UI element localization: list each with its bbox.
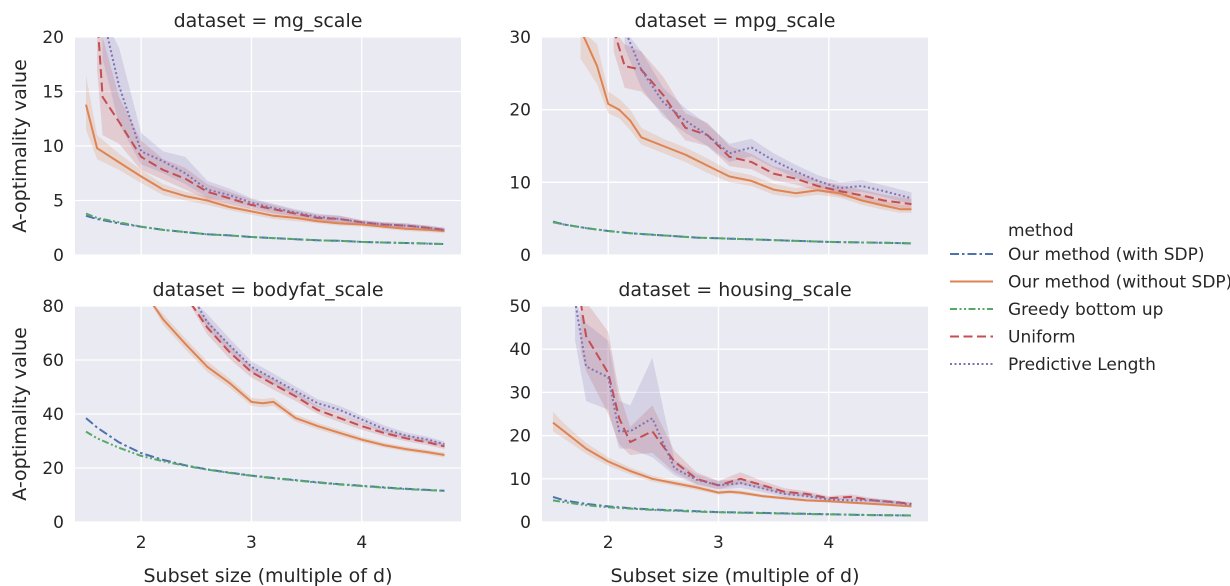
y-tick-label: 0 <box>520 246 531 266</box>
legend-label: Our method (with SDP) <box>1008 245 1204 265</box>
x-tick-label: 2 <box>136 533 147 553</box>
y-tick-label: 15 <box>42 83 64 103</box>
confidence-band-predictive-length <box>102 37 445 233</box>
y-tick-label: 10 <box>509 470 531 490</box>
x-tick-label: 4 <box>823 533 834 553</box>
legend-item-our-method-with-sdp: Our method (with SDP) <box>950 245 1204 265</box>
confidence-band-our-method-without-sdp <box>580 37 912 213</box>
confidence-band-predictive-length <box>575 306 912 507</box>
x-tick-label: 2 <box>603 533 614 553</box>
y-tick-label: 20 <box>509 427 531 447</box>
series-line-greedy-bottom-up <box>552 499 912 517</box>
panel-title: dataset = housing_scale <box>618 279 851 301</box>
series-line-our-method-without-sdp <box>552 421 912 508</box>
series-line-greedy-bottom-up <box>552 221 912 245</box>
panel-title: dataset = mpg_scale <box>635 10 836 32</box>
series-line-our-method-without-sdp <box>152 306 445 456</box>
panel-title: dataset = bodyfat_scale <box>152 279 383 301</box>
series-line-predictive-length <box>626 37 912 200</box>
y-tick-label: 30 <box>509 383 531 403</box>
legend-item-greedy-bottom-up: Greedy bottom up <box>950 300 1163 320</box>
y-tick-label: 10 <box>42 137 64 157</box>
y-axis-label: A-optimality value <box>9 327 31 501</box>
y-tick-label: 40 <box>42 405 64 425</box>
legend-label: Greedy bottom up <box>1008 300 1163 320</box>
confidence-band-uniform <box>580 306 912 506</box>
series-line-our-method-with-sdp <box>85 214 445 246</box>
y-tick-label: 20 <box>42 459 64 479</box>
y-tick-label: 80 <box>42 297 64 317</box>
y-tick-label: 5 <box>53 192 64 212</box>
series-line-greedy-bottom-up <box>85 430 445 492</box>
x-axis-label: Subset size (multiple of d) <box>611 565 860 586</box>
y-tick-label: 30 <box>509 28 531 48</box>
confidence-band-predictive-length <box>624 37 912 205</box>
series-line-predictive-length <box>574 306 912 506</box>
legend-item-our-method-without-sdp: Our method (without SDP) <box>950 273 1230 293</box>
y-tick-label: 50 <box>509 297 531 317</box>
confidence-band-uniform <box>97 37 445 233</box>
plot-area <box>542 306 928 522</box>
panel-housing-scale: dataset = housing_scale 0 10 20 30 40 50 2 3 4 Sub… <box>509 279 928 586</box>
y-tick-label: 0 <box>53 513 64 533</box>
series-group <box>552 37 912 245</box>
y-tick-label: 20 <box>42 28 64 48</box>
legend-label: Uniform <box>1008 328 1076 348</box>
y-tick-label: 20 <box>509 101 531 121</box>
series-group <box>85 306 445 492</box>
confidence-band-uniform <box>613 37 912 210</box>
y-axis-label: A-optimality value <box>9 59 31 233</box>
y-tick-label: 0 <box>53 246 64 266</box>
panel-mpg-scale: dataset = mpg_scale 0 10 20 30 <box>509 10 928 266</box>
series-line-uniform <box>191 306 445 448</box>
series-line-our-method-without-sdp <box>582 37 912 211</box>
x-tick-label: 3 <box>713 533 724 553</box>
y-tick-label: 10 <box>509 173 531 193</box>
y-tick-label: 60 <box>42 351 64 371</box>
panel-title: dataset = mg_scale <box>174 10 363 32</box>
series-group <box>552 306 912 517</box>
legend-title: method <box>1008 221 1074 241</box>
panel-mg-scale: dataset = mg_scale 0 5 10 15 20 A-optimality v… <box>9 10 461 266</box>
legend-label: Our method (without SDP) <box>1008 273 1230 293</box>
series-line-uniform <box>614 37 912 206</box>
series-line-our-method-without-sdp <box>85 104 445 232</box>
plot-area <box>542 37 928 255</box>
series-line-predictive-length <box>106 37 445 231</box>
legend-label: Predictive Length <box>1008 355 1156 375</box>
x-axis-label: Subset size (multiple of d) <box>144 565 393 586</box>
x-tick-label: 4 <box>356 533 367 553</box>
series-group <box>85 37 445 246</box>
legend-item-predictive-length: Predictive Length <box>950 355 1156 375</box>
y-tick-label: 0 <box>520 513 531 533</box>
legend-item-uniform: Uniform <box>950 328 1076 348</box>
y-tick-label: 40 <box>509 340 531 360</box>
x-tick-label: 3 <box>246 533 257 553</box>
legend: method Our method (with SDP) Our method (w… <box>950 221 1230 375</box>
panel-bodyfat-scale: dataset = bodyfat_scale 0 20 40 60 80 A-optima… <box>9 279 461 586</box>
series-line-uniform <box>580 306 912 505</box>
